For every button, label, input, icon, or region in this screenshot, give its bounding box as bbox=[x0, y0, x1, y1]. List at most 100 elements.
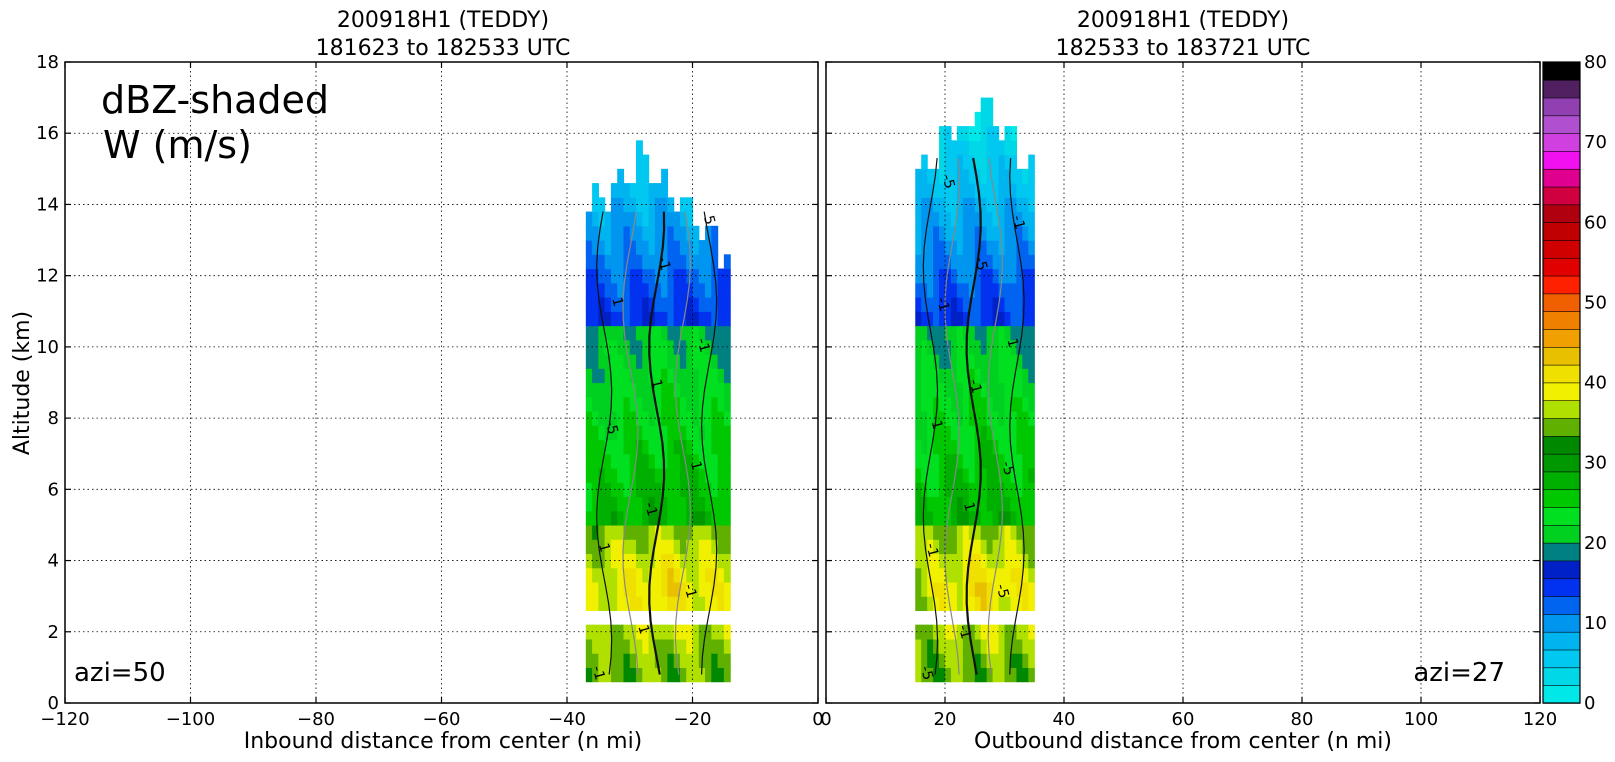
echo-cell bbox=[939, 581, 946, 597]
echo-cell bbox=[974, 368, 982, 384]
echo-cell bbox=[629, 667, 637, 683]
echo-cell bbox=[950, 453, 958, 469]
echo-cell bbox=[1022, 482, 1029, 498]
echo-cell bbox=[592, 496, 599, 512]
echo-cell bbox=[1016, 510, 1023, 526]
echo-cell bbox=[1022, 325, 1029, 341]
echo-cell bbox=[1022, 439, 1029, 455]
echo-cell bbox=[592, 581, 599, 597]
echo-cell bbox=[598, 325, 606, 341]
echo-cell bbox=[998, 311, 1006, 327]
echo-cell bbox=[679, 453, 687, 469]
echo-cell bbox=[1010, 339, 1017, 355]
echo-cell bbox=[998, 354, 1006, 369]
echo-cell bbox=[705, 325, 712, 341]
echo-cell bbox=[939, 410, 946, 426]
echo-cell bbox=[623, 510, 631, 526]
echo-cell bbox=[654, 211, 662, 227]
echo-cell bbox=[1022, 567, 1029, 583]
echo-cell bbox=[585, 581, 593, 597]
echo-cell bbox=[939, 553, 946, 569]
echo-cell bbox=[679, 439, 687, 455]
echo-cell bbox=[939, 482, 946, 498]
echo-cell bbox=[974, 211, 982, 227]
echo-cell bbox=[1016, 667, 1023, 683]
echo-cell bbox=[617, 254, 625, 270]
echo-cell bbox=[921, 354, 928, 369]
echo-cell bbox=[667, 225, 675, 241]
echo-cell bbox=[956, 154, 964, 170]
echo-cell bbox=[705, 311, 712, 327]
echo-cell bbox=[698, 638, 706, 654]
echo-cell bbox=[927, 467, 934, 483]
echo-cell bbox=[711, 282, 719, 298]
colorbar-segment bbox=[1542, 382, 1581, 402]
echo-cell bbox=[623, 425, 631, 441]
echo-cell bbox=[968, 325, 976, 341]
echo-cell bbox=[610, 467, 618, 483]
echo-cell bbox=[642, 510, 650, 526]
echo-cell bbox=[592, 183, 599, 198]
echo-cell bbox=[992, 325, 1000, 341]
echo-cell bbox=[698, 482, 706, 498]
echo-cell bbox=[950, 382, 958, 398]
echo-cell bbox=[986, 368, 994, 384]
contour-label: 1 bbox=[1003, 337, 1021, 350]
echo-cell bbox=[939, 183, 946, 198]
echo-cell bbox=[585, 638, 593, 654]
echo-cell bbox=[610, 254, 618, 270]
echo-cell bbox=[679, 382, 687, 398]
echo-cell bbox=[992, 624, 1000, 640]
echo-cell bbox=[1004, 197, 1012, 213]
echo-cell bbox=[980, 225, 988, 241]
echo-cell bbox=[692, 325, 700, 341]
echo-cell bbox=[921, 297, 928, 312]
echo-cell bbox=[1028, 553, 1035, 569]
echo-cell bbox=[998, 282, 1006, 298]
echo-cell bbox=[968, 453, 976, 469]
echo-cell bbox=[1028, 482, 1035, 498]
echo-cell bbox=[956, 453, 964, 469]
echo-cell bbox=[711, 254, 719, 270]
echo-cell bbox=[617, 382, 625, 398]
echo-cell bbox=[686, 425, 694, 441]
echo-cell bbox=[1010, 467, 1017, 483]
echo-cell bbox=[1010, 425, 1017, 441]
echo-cell bbox=[686, 339, 694, 355]
echo-cell bbox=[661, 496, 668, 512]
echo-cell bbox=[654, 581, 662, 597]
echo-cell bbox=[921, 311, 928, 327]
echo-cell bbox=[636, 581, 643, 597]
echo-cell bbox=[962, 496, 970, 512]
echo-cell bbox=[610, 524, 618, 540]
echo-cell bbox=[921, 154, 928, 170]
echo-cell bbox=[956, 354, 964, 369]
echo-cell bbox=[1016, 596, 1023, 612]
echo-cell bbox=[927, 211, 934, 227]
echo-cell bbox=[604, 496, 612, 512]
x-tick-label: −60 bbox=[423, 709, 461, 730]
echo-cell bbox=[945, 439, 952, 455]
echo-cell bbox=[585, 567, 593, 583]
echo-cell bbox=[592, 567, 599, 583]
echo-cell bbox=[998, 667, 1006, 683]
echo-cell bbox=[711, 240, 719, 255]
echo-cell bbox=[1028, 667, 1035, 683]
echo-cell bbox=[927, 382, 934, 398]
echo-cell bbox=[998, 154, 1006, 170]
echo-cell bbox=[654, 425, 662, 441]
echo-cell bbox=[617, 425, 625, 441]
echo-cell bbox=[661, 581, 668, 597]
echo-cell bbox=[939, 453, 946, 469]
echo-cell bbox=[974, 297, 982, 312]
echo-cell bbox=[945, 567, 952, 583]
echo-cell bbox=[648, 596, 656, 612]
echo-cell bbox=[950, 510, 958, 526]
echo-cell bbox=[1028, 311, 1035, 327]
echo-cell bbox=[1028, 453, 1035, 469]
echo-cell bbox=[939, 325, 946, 341]
echo-cell bbox=[921, 524, 928, 540]
echo-cell bbox=[692, 596, 700, 612]
echo-cell bbox=[592, 368, 599, 384]
echo-cell bbox=[711, 354, 719, 369]
